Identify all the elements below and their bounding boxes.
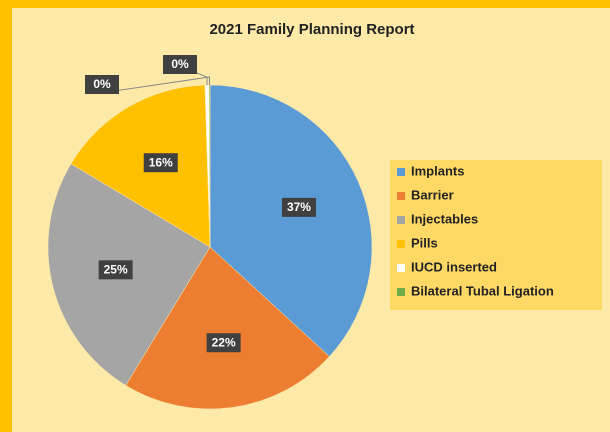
pie-slice xyxy=(125,246,330,410)
data-label-box xyxy=(206,333,241,353)
legend-swatch xyxy=(397,288,405,296)
data-label-box xyxy=(281,197,316,217)
legend-box xyxy=(390,160,602,310)
data-label: 16% xyxy=(149,155,173,169)
data-label: 25% xyxy=(104,262,128,276)
data-label-box xyxy=(143,153,178,173)
chart-title: 2021 Family Planning Report xyxy=(209,21,414,38)
legend-label: IUCD inserted xyxy=(411,259,497,274)
legend-label: Barrier xyxy=(411,187,454,202)
data-label: 0% xyxy=(171,57,189,71)
pie-slice xyxy=(208,84,211,248)
legend-label: Pills xyxy=(411,235,438,250)
legend-swatch xyxy=(397,192,405,200)
data-label-box xyxy=(85,75,119,94)
legend-swatch xyxy=(397,216,405,224)
pie-slice xyxy=(70,84,211,248)
data-label-box xyxy=(98,260,133,280)
data-label-box xyxy=(163,55,197,74)
legend-label: Injectables xyxy=(411,211,478,226)
legend-label: Implants xyxy=(411,163,464,178)
leader-line xyxy=(113,76,210,92)
data-label: 22% xyxy=(212,335,236,349)
legend-swatch xyxy=(397,264,405,272)
legend-label: Bilateral Tubal Ligation xyxy=(411,283,554,298)
legend-swatch xyxy=(397,168,405,176)
data-label: 0% xyxy=(93,77,111,91)
pie-slice xyxy=(209,84,373,357)
legend-swatch xyxy=(397,240,405,248)
data-label: 37% xyxy=(287,200,311,214)
